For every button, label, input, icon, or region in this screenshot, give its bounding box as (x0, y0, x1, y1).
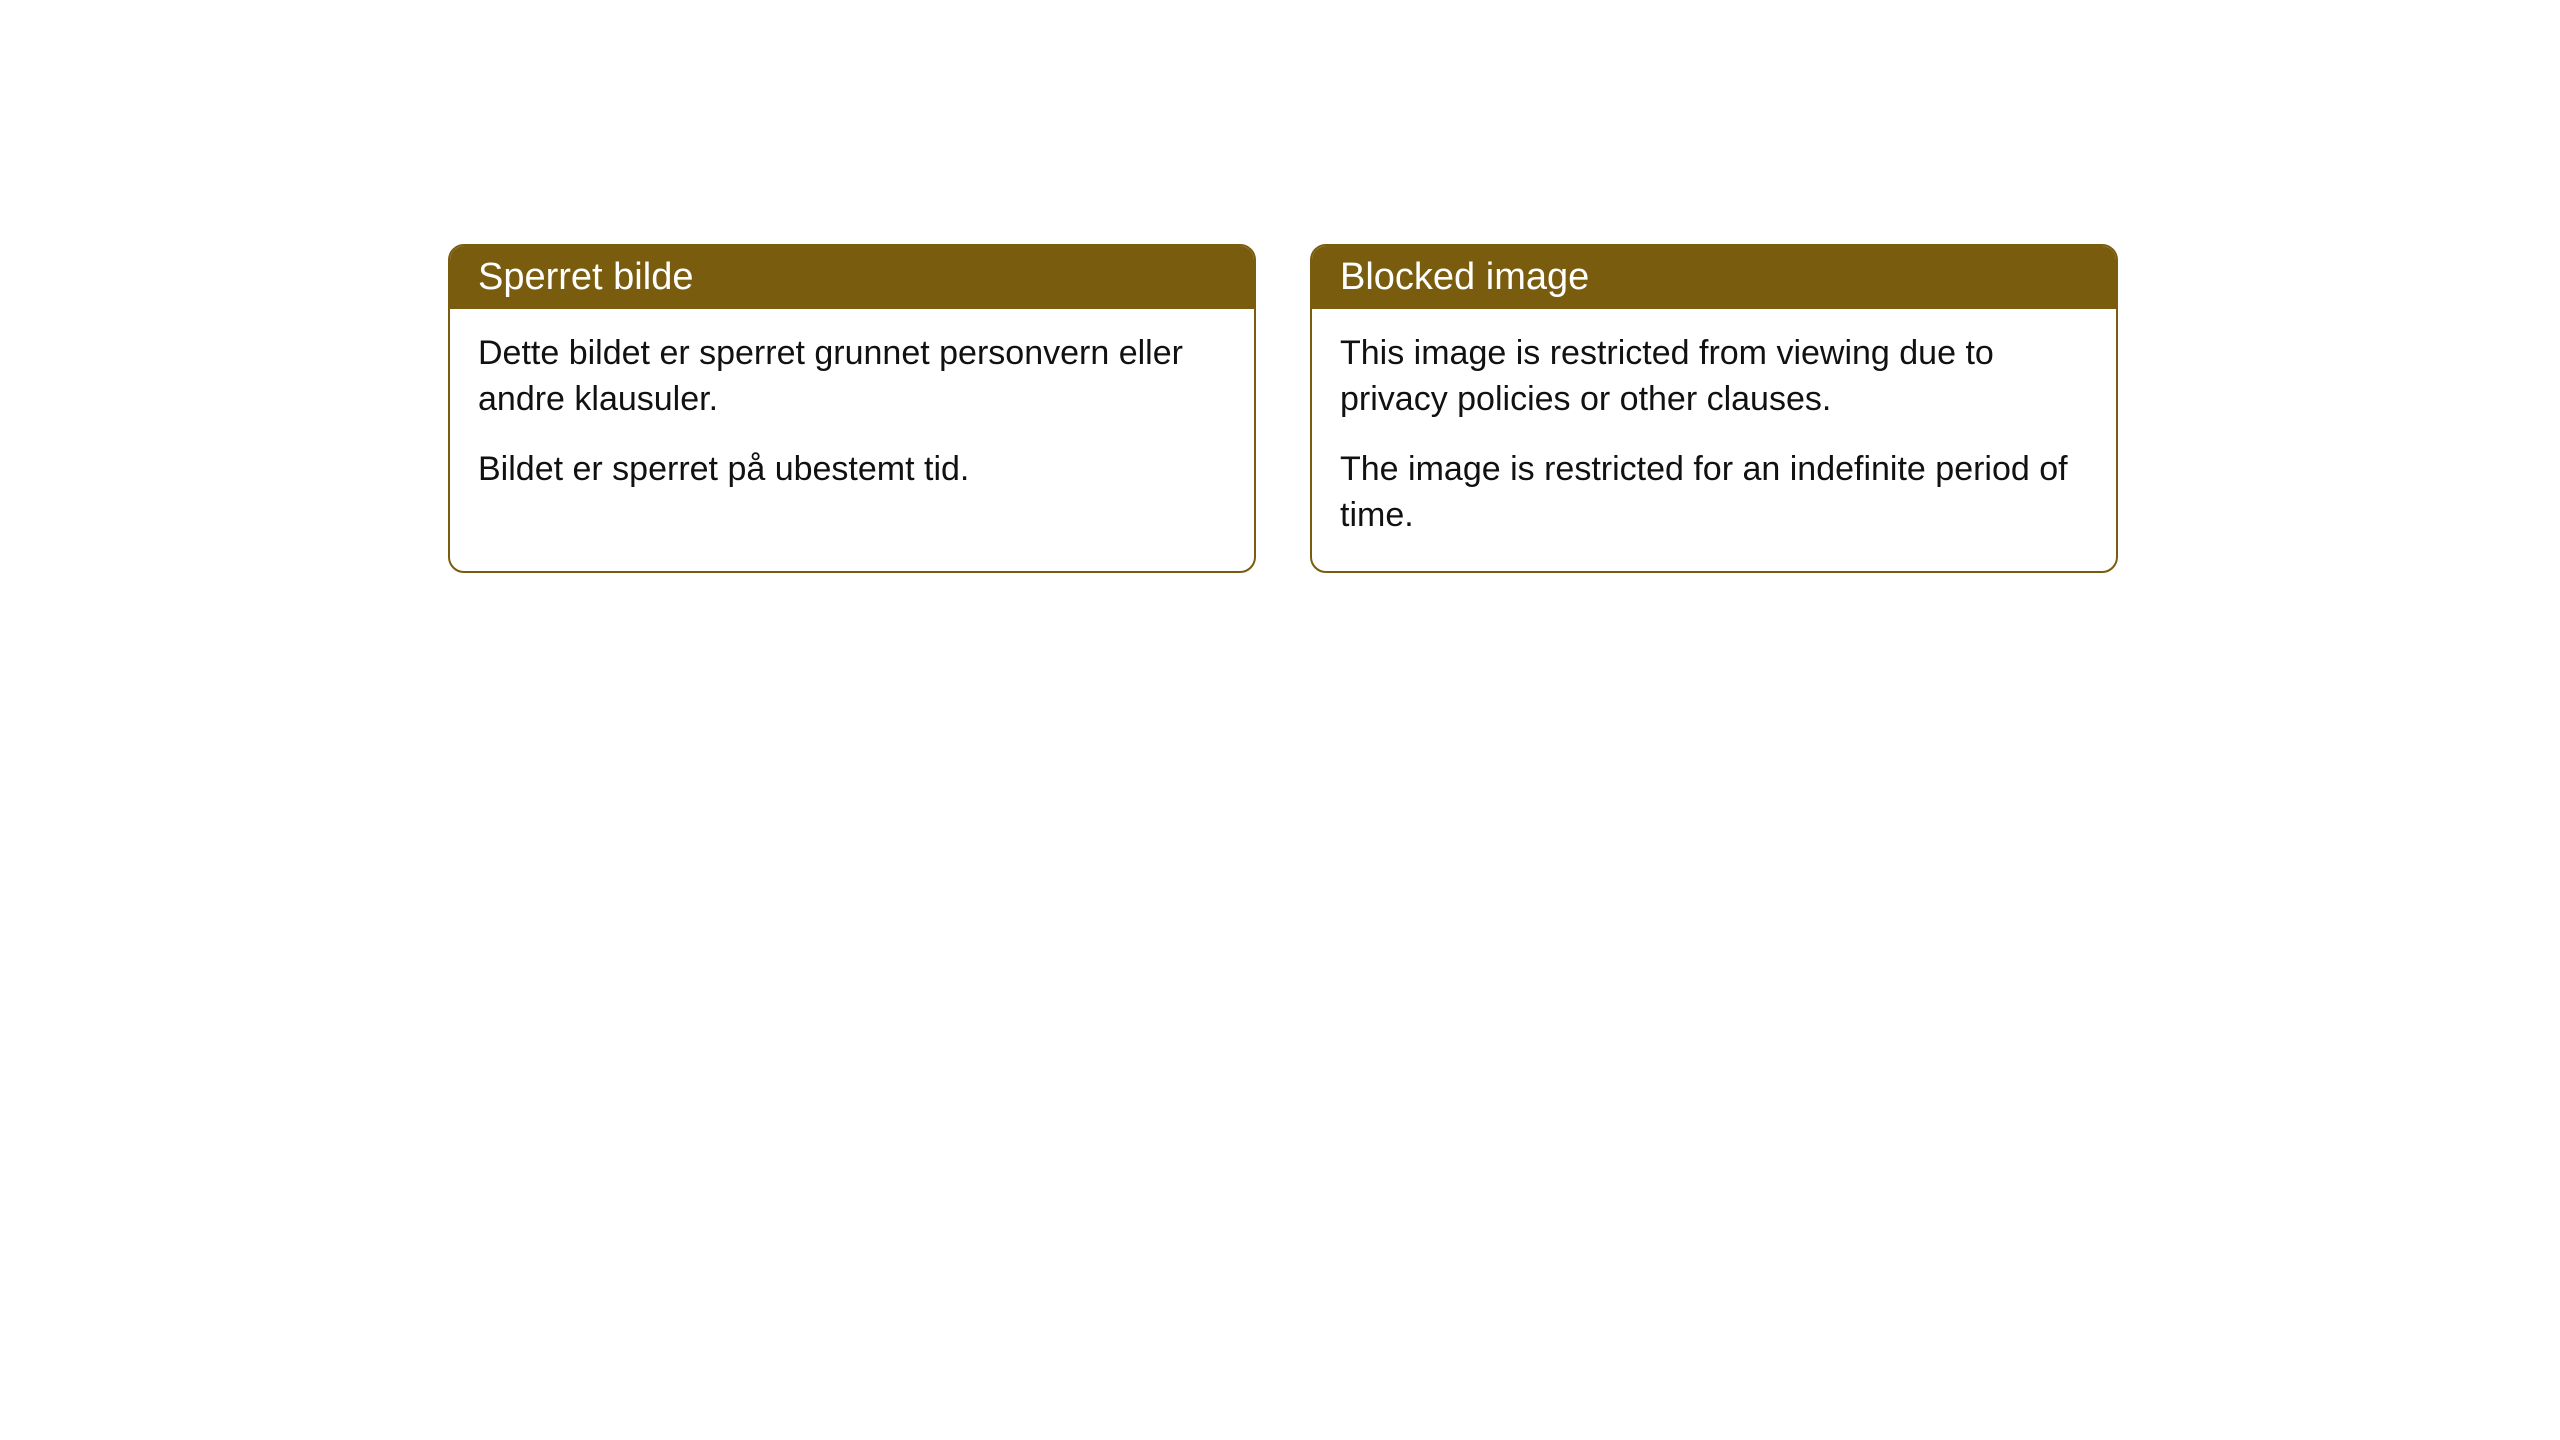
notice-card-body: Dette bildet er sperret grunnet personve… (450, 309, 1254, 525)
notice-paragraph: Bildet er sperret på ubestemt tid. (478, 447, 1226, 493)
notice-card-english: Blocked image This image is restricted f… (1310, 244, 2118, 573)
notice-card-header: Blocked image (1312, 246, 2116, 309)
notice-paragraph: Dette bildet er sperret grunnet personve… (478, 331, 1226, 423)
notice-card-norwegian: Sperret bilde Dette bildet er sperret gr… (448, 244, 1256, 573)
notice-paragraph: This image is restricted from viewing du… (1340, 331, 2088, 423)
notice-card-header: Sperret bilde (450, 246, 1254, 309)
notice-paragraph: The image is restricted for an indefinit… (1340, 447, 2088, 539)
notice-card-body: This image is restricted from viewing du… (1312, 309, 2116, 571)
notice-cards-container: Sperret bilde Dette bildet er sperret gr… (448, 244, 2118, 573)
notice-card-title: Blocked image (1340, 256, 1589, 298)
notice-card-title: Sperret bilde (478, 256, 693, 298)
